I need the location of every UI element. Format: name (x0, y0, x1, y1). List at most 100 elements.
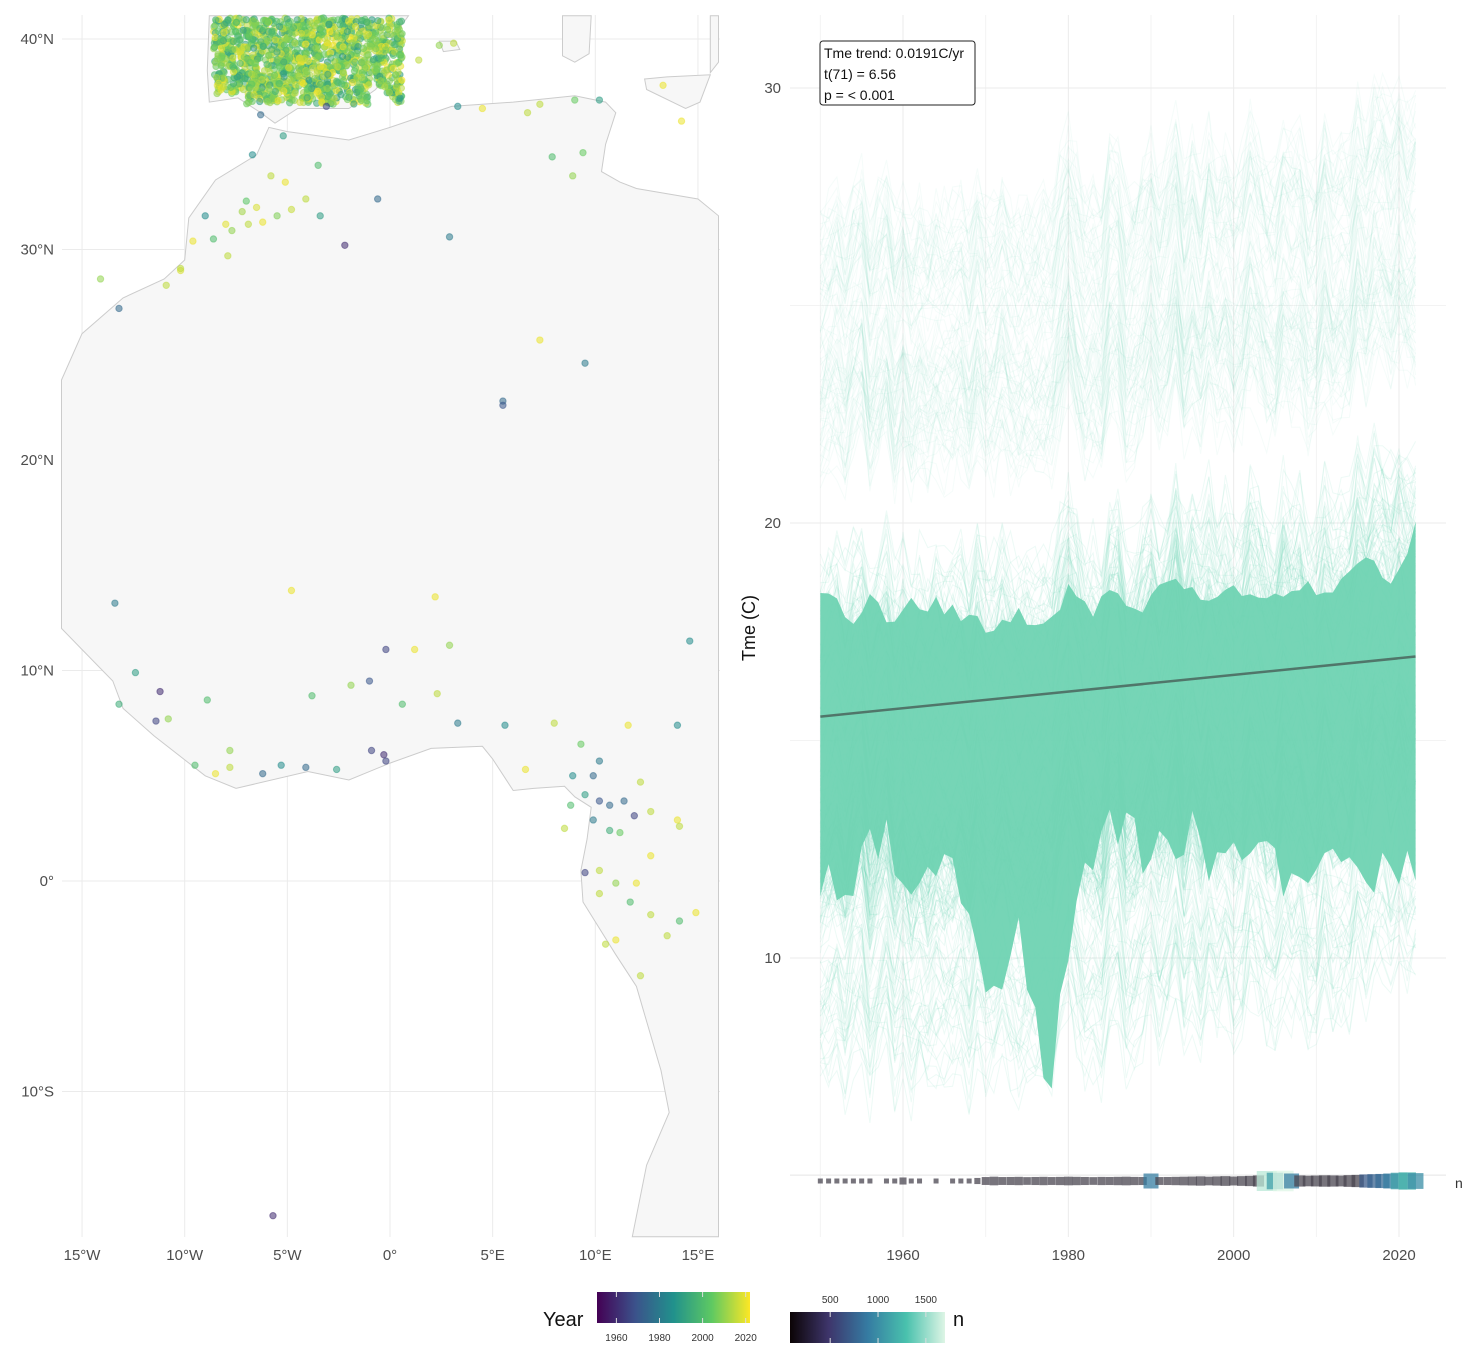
timeseries-axis-ticks: 1960 1980 2000 2020 10 20 30 (764, 80, 1415, 1264)
station-line (820, 433, 1417, 607)
station-line (820, 269, 1417, 459)
station-point (560, 824, 569, 833)
station-line (820, 891, 1416, 1080)
station-point (273, 212, 281, 220)
station-line (819, 768, 1417, 951)
station-point (322, 102, 331, 111)
station-point (589, 816, 597, 824)
station-point (263, 37, 272, 45)
station-point (314, 87, 322, 96)
station-line (819, 309, 1417, 489)
station-point (343, 95, 352, 104)
n-strip-square (1187, 1176, 1197, 1186)
station-point (454, 719, 462, 727)
station-line (819, 796, 1417, 968)
station-line (819, 457, 1417, 623)
station-line (819, 96, 1417, 278)
station-line (820, 467, 1416, 649)
station-line (819, 430, 1417, 620)
station-point (229, 79, 238, 88)
station-line (819, 294, 1416, 486)
station-point (256, 54, 264, 62)
station-point (324, 70, 332, 79)
station-line (820, 503, 1417, 675)
lon-tick-label: 15°W (64, 1247, 102, 1264)
station-line (819, 195, 1417, 366)
land-africa (61, 95, 719, 1238)
n-strip-square (842, 1178, 848, 1184)
station-point (364, 51, 372, 59)
x-tick-label: 2020 (1382, 1247, 1415, 1264)
station-point (647, 852, 655, 860)
station-point (605, 801, 614, 809)
station-point (296, 98, 304, 107)
station-point (268, 28, 276, 36)
station-point (536, 336, 544, 344)
station-line (820, 245, 1417, 424)
station-line (819, 278, 1417, 453)
station-line (819, 195, 1417, 350)
station-line (819, 172, 1417, 360)
station-point (301, 40, 310, 48)
station-point (238, 207, 246, 216)
station-line (819, 285, 1417, 456)
station-line (819, 790, 1417, 959)
station-line (819, 913, 1417, 1060)
station-point (357, 96, 366, 105)
station-point (339, 43, 347, 51)
station-line (820, 923, 1417, 1103)
station-point (281, 178, 289, 186)
station-point (311, 74, 319, 83)
station-point (435, 41, 443, 50)
station-point (244, 98, 253, 107)
station-line (819, 277, 1417, 459)
n-strip-square (850, 1178, 856, 1184)
station-point (271, 36, 280, 44)
n-strip-square (1138, 1176, 1147, 1186)
station-point (115, 304, 123, 313)
station-line (819, 251, 1416, 403)
station-point (478, 104, 487, 113)
station-point (351, 22, 360, 31)
station-point (287, 586, 296, 595)
station-line (819, 856, 1416, 1036)
n-strip-square (1318, 1175, 1331, 1187)
station-line (820, 189, 1417, 383)
station-point (377, 54, 385, 62)
station-line (819, 299, 1416, 468)
station-point (242, 197, 250, 205)
station-line (819, 124, 1417, 302)
station-point (595, 797, 604, 805)
station-point (316, 80, 325, 88)
station-point (256, 97, 264, 106)
station-point (328, 98, 336, 106)
station-line (820, 135, 1416, 314)
station-point (249, 17, 258, 25)
n-strip-square (1245, 1175, 1256, 1187)
n-strip-square (883, 1178, 889, 1184)
station-line (819, 229, 1416, 422)
station-point (229, 54, 237, 62)
station-point (293, 16, 301, 24)
n-strip-square (1121, 1176, 1131, 1186)
station-point (274, 96, 282, 105)
n-strip-square (1031, 1176, 1040, 1186)
station-point (548, 153, 556, 161)
station-point (240, 53, 248, 61)
station-point (595, 889, 604, 898)
station-point (248, 151, 257, 159)
station-line (819, 253, 1417, 431)
station-point (212, 16, 220, 24)
station-line (819, 890, 1417, 1064)
station-point (244, 220, 253, 228)
n-strip-square (1072, 1176, 1081, 1186)
station-point (325, 20, 333, 28)
station-point (269, 1211, 277, 1220)
x-tick-label: 1980 (1052, 1247, 1085, 1264)
station-line (819, 98, 1417, 257)
station-line (819, 167, 1417, 338)
station-point (521, 765, 530, 774)
station-line (819, 83, 1416, 256)
station-point (312, 59, 320, 67)
